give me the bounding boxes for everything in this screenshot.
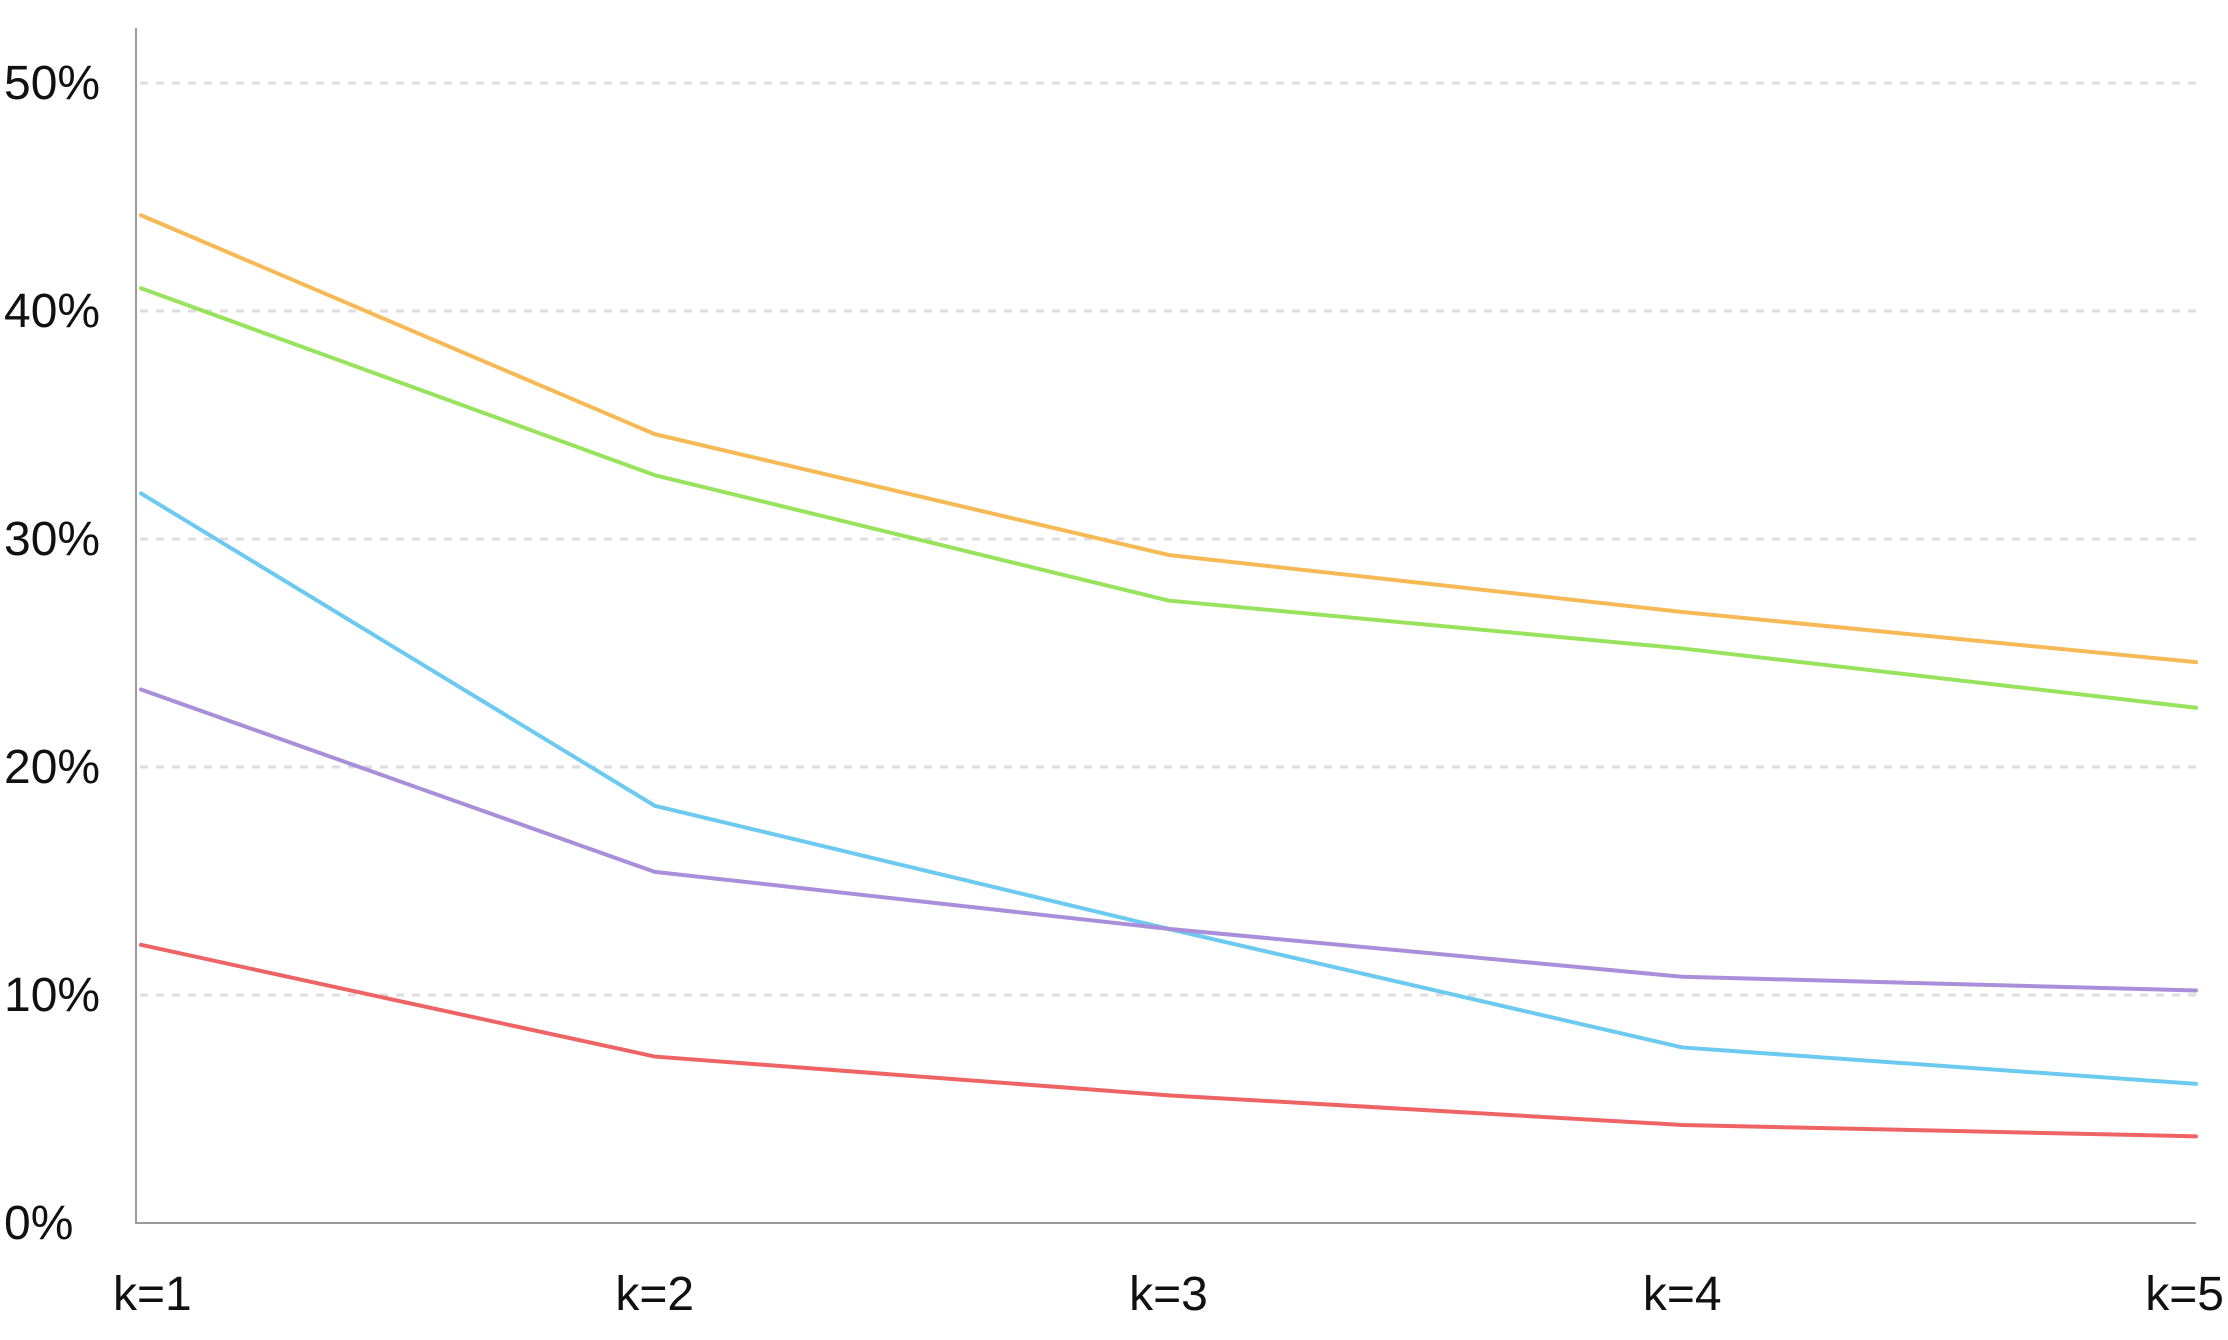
x-tick-label: k=2: [615, 1268, 694, 1321]
x-tick-label: k=1: [113, 1268, 192, 1321]
y-tick-label: 40%: [4, 285, 100, 338]
series-lines: [139, 213, 2198, 1139]
x-tick-labels: k=1 k=2 k=3 k=4 k=5: [113, 1268, 2224, 1321]
gridlines: [140, 81, 2196, 997]
plot-frame: [135, 28, 2196, 1224]
x-tick-label: k=3: [1129, 1268, 1208, 1321]
y-tick-label: 0%: [4, 1197, 73, 1250]
series-line-1: [139, 213, 2198, 665]
y-tick-labels: 0% 10% 20% 30% 40% 50%: [4, 57, 100, 1250]
series-line-4: [139, 687, 2198, 993]
x-tick-label: k=4: [1643, 1268, 1722, 1321]
x-tick-label: k=5: [2145, 1268, 2224, 1321]
series-line-5: [139, 942, 2198, 1139]
y-tick-label: 30%: [4, 513, 100, 566]
y-tick-label: 10%: [4, 969, 100, 1022]
y-tick-label: 20%: [4, 741, 100, 794]
series-line-2: [139, 286, 2198, 710]
axes: [135, 28, 2196, 1224]
y-tick-label: 50%: [4, 57, 100, 110]
